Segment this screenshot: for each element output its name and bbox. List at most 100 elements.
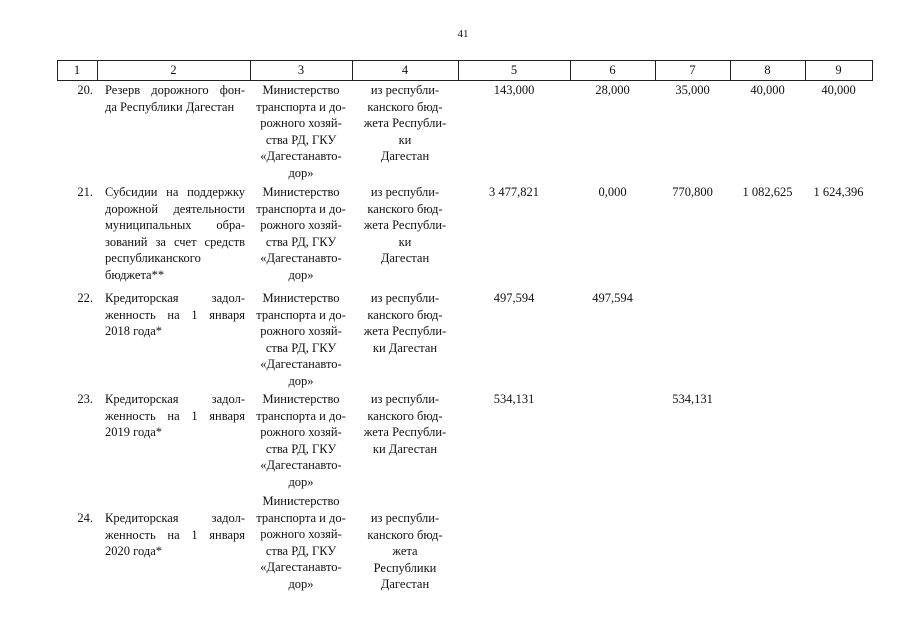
- header-cell: 6: [609, 63, 616, 77]
- cell-line: 770,800: [672, 185, 713, 199]
- cell-line: 143,000: [493, 83, 535, 97]
- cell-line: канского бюд-: [367, 408, 443, 423]
- cell-line: 534,131: [672, 392, 713, 406]
- cell-line: транспорта и до-: [256, 201, 346, 216]
- cell-line: 497,594: [592, 291, 633, 305]
- table-cell: 23.: [60, 391, 93, 408]
- cell-line: 2018 года*: [105, 324, 162, 338]
- cell-line: ства РД, ГКУ: [265, 234, 337, 249]
- cell-line: из республи-: [370, 291, 440, 305]
- cell-line: 24.: [77, 511, 93, 525]
- cell-line: Кредиторская задол-: [105, 392, 245, 406]
- cell-line: ки: [398, 132, 412, 147]
- cell-line: республиканского: [105, 251, 201, 265]
- cell-line: канского бюд-: [367, 527, 443, 542]
- cell-line: женность на 1 января: [105, 307, 245, 322]
- cell-line: Кредиторская задол-: [105, 511, 245, 525]
- cell-line: Резерв дорожного фон-: [105, 83, 245, 97]
- cell-line: Министерство: [262, 494, 340, 508]
- column-rule: [872, 60, 873, 81]
- cell-line: Дагестан: [380, 251, 430, 265]
- column-rule: [805, 60, 806, 81]
- column-rule: [458, 60, 459, 81]
- cell-line: Кредиторская задол-: [105, 291, 245, 305]
- cell-line: 0,000: [598, 185, 627, 199]
- cell-line: дор»: [288, 165, 314, 180]
- table-cell: 770,800: [657, 184, 728, 201]
- column-rule: [250, 60, 251, 81]
- cell-line: канского бюд-: [367, 307, 443, 322]
- table-cell: из республи-канского бюд-жета Республи-к…: [354, 82, 456, 165]
- cell-line: дор»: [288, 576, 314, 591]
- cell-line: «Дагестанавто-: [260, 458, 342, 472]
- cell-line: рожного хозяй-: [260, 425, 342, 439]
- cell-line: жета Республи-: [363, 116, 447, 130]
- table-cell: 534,131: [460, 391, 568, 408]
- cell-line: «Дагестанавто-: [260, 251, 342, 265]
- table-cell: Министерство транспорта и до-рожного хозя…: [252, 391, 350, 490]
- header-cell: 2: [170, 63, 177, 77]
- table-cell: 28,000: [572, 82, 653, 99]
- column-rule: [730, 60, 731, 81]
- cell-line: рожного хозяй-: [260, 116, 342, 130]
- cell-line: из республи-: [370, 83, 440, 97]
- header-cell: 1: [73, 63, 81, 77]
- cell-line: Министерство: [262, 185, 340, 199]
- cell-line: из республи-: [370, 185, 440, 199]
- cell-line: ства РД, ГКУ: [265, 543, 337, 558]
- cell-line: ки Дагестан: [372, 340, 438, 355]
- cell-line: канского бюд-: [367, 201, 443, 216]
- table-cell: из республи-канского бюд-жета Республики Д…: [354, 510, 456, 593]
- column-rule: [570, 60, 571, 81]
- header-bottom-rule: [57, 80, 873, 81]
- table-cell: Кредиторская задол-женность на 1 января 2…: [105, 391, 245, 441]
- cell-line: 20.: [77, 83, 93, 97]
- table-cell: 35,000: [657, 82, 728, 99]
- column-rule: [655, 60, 656, 81]
- cell-line: жета: [392, 544, 418, 558]
- cell-line: «Дагестанавто-: [260, 149, 342, 163]
- header-cell: 9: [835, 63, 842, 77]
- header-cell: 8: [764, 63, 771, 77]
- table-cell: 21.: [60, 184, 93, 201]
- cell-line: 497,594: [493, 291, 535, 305]
- cell-line: дор»: [288, 373, 314, 388]
- header-cell: 7: [689, 63, 696, 77]
- cell-line: 3 477,821: [489, 185, 539, 199]
- header-cell: 5: [510, 63, 518, 77]
- cell-line: жета Республи-: [363, 218, 447, 232]
- cell-line: рожного хозяй-: [260, 527, 342, 541]
- header-cell: 3: [297, 63, 305, 77]
- cell-line: 21.: [77, 185, 93, 199]
- table-cell: 22.: [60, 290, 93, 307]
- cell-line: дор»: [288, 267, 314, 282]
- table-cell: из республи-канского бюд-жета Республи-к…: [354, 184, 456, 267]
- cell-line: Субсидии на поддержку: [105, 185, 245, 199]
- table-cell: Субсидии на поддержку дорожной деятельнос…: [105, 184, 245, 283]
- table-cell: Министерство транспорта и до-рожного хозя…: [252, 82, 350, 181]
- cell-line: транспорта и до-: [256, 408, 346, 423]
- cell-line: из республи-: [370, 392, 440, 406]
- cell-line: 35,000: [675, 83, 710, 97]
- cell-line: Дагестан: [380, 577, 430, 591]
- cell-line: 40,000: [750, 83, 785, 97]
- table-cell: Кредиторская задол-женность на 1 января 2…: [105, 510, 245, 560]
- cell-line: из республи-: [370, 511, 440, 525]
- cell-line: зований за счет средств: [105, 234, 245, 249]
- column-rule: [352, 60, 353, 81]
- table-cell: Резерв дорожного фон-да Республики Дагес…: [105, 82, 245, 115]
- cell-line: 2020 года*: [105, 544, 162, 558]
- cell-line: канского бюд-: [367, 99, 443, 114]
- table-cell: 0,000: [572, 184, 653, 201]
- cell-line: ки: [398, 234, 412, 249]
- cell-line: «Дагестанавто-: [260, 357, 342, 371]
- cell-line: 23.: [77, 392, 93, 406]
- header-top-rule: [57, 60, 873, 61]
- cell-line: Дагестан: [380, 149, 430, 163]
- table-cell: 24.: [60, 510, 93, 527]
- table-cell: 1 082,625: [732, 184, 803, 201]
- table-cell: Министерство транспорта и до-рожного хозя…: [252, 290, 350, 389]
- table-cell: 3 477,821: [460, 184, 568, 201]
- cell-line: рожного хозяй-: [260, 324, 342, 338]
- table-cell: 40,000: [732, 82, 803, 99]
